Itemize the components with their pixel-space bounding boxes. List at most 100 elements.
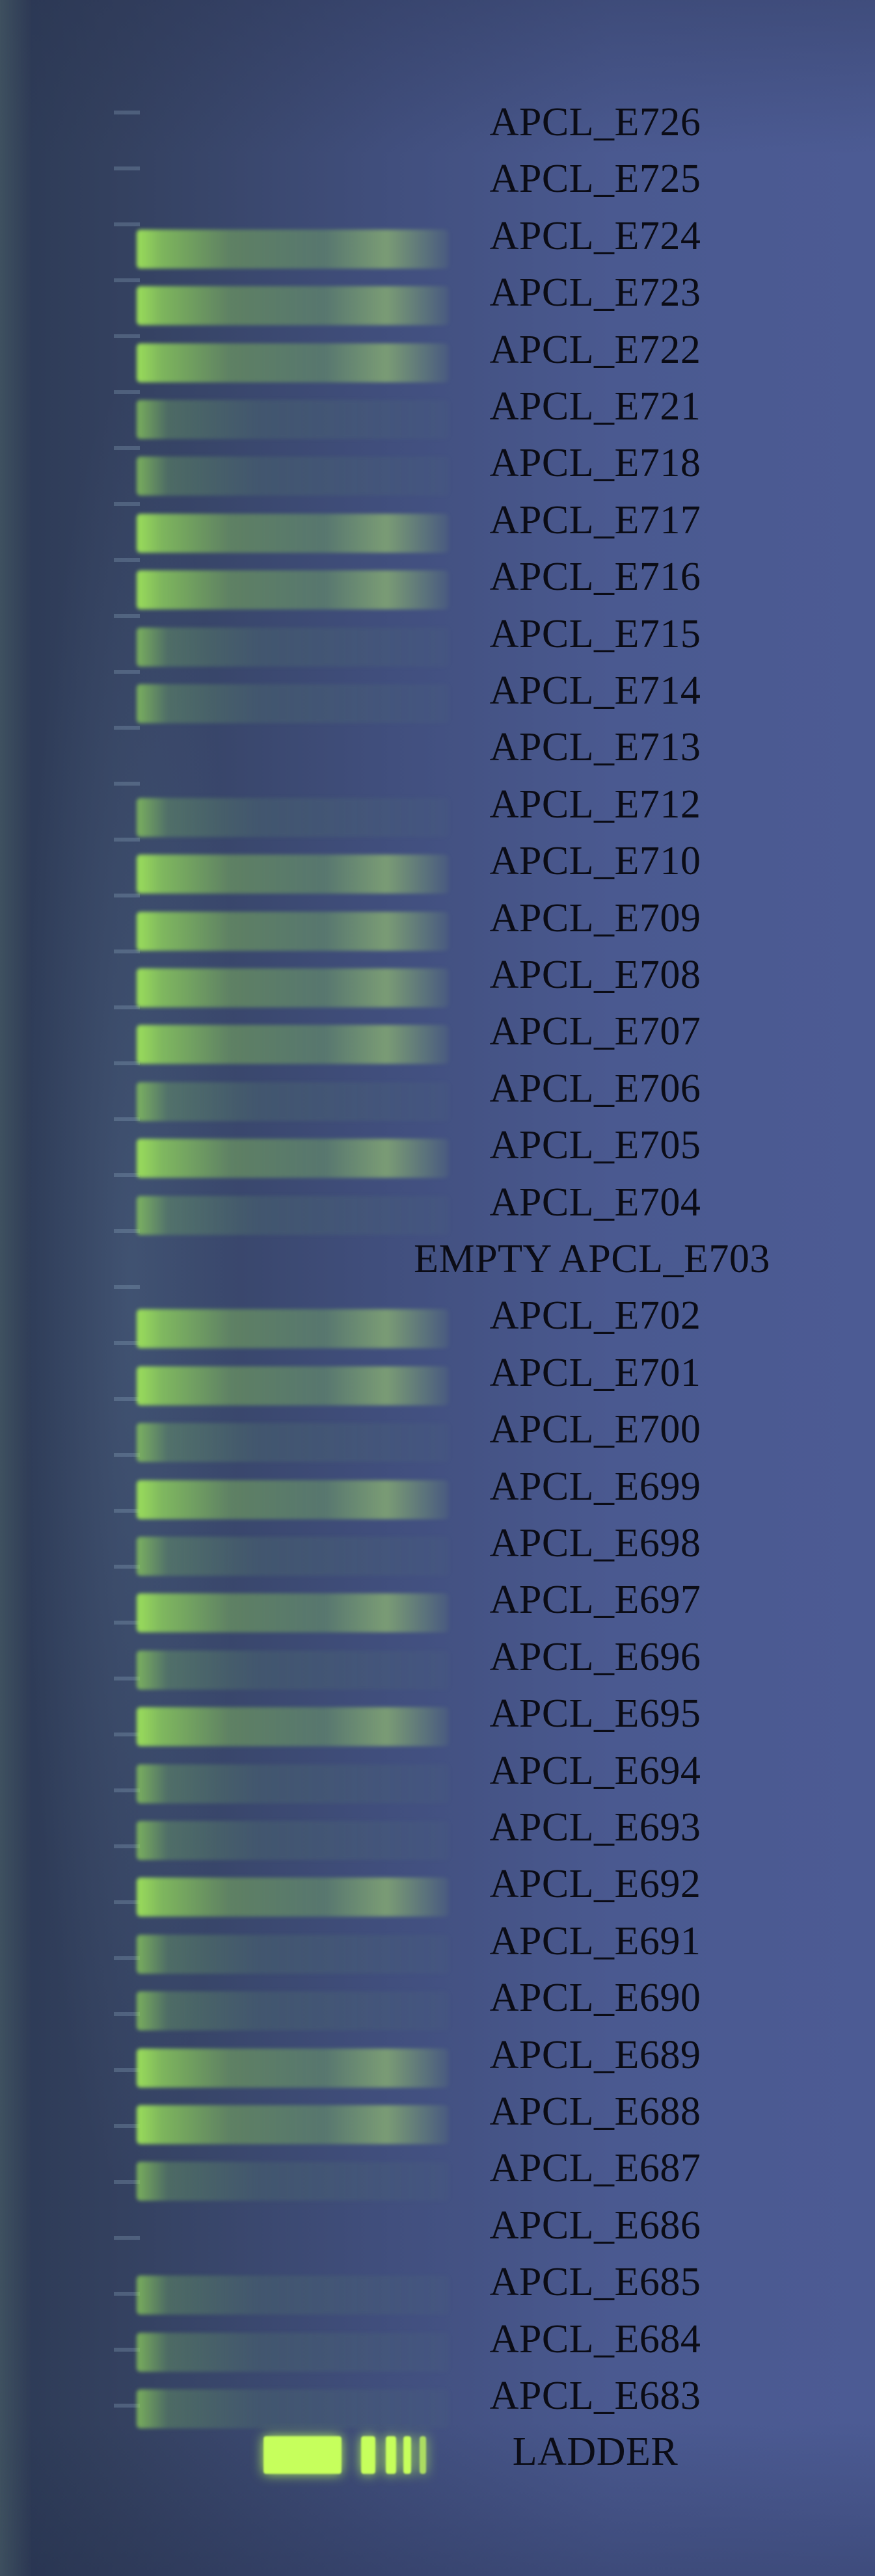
- band-smear: [137, 1878, 449, 1917]
- gel-lane-band: [137, 627, 449, 667]
- lane-label: APCL_E724: [489, 213, 701, 258]
- lane-label: APCL_E696: [489, 1634, 701, 1679]
- lane-label: APCL_E707: [489, 1009, 701, 1054]
- gel-lane-band: [137, 1139, 449, 1178]
- ladder-band: [420, 2436, 426, 2474]
- band-smear: [137, 1764, 449, 1803]
- gel-lane-band: [137, 229, 449, 269]
- band-smear: [137, 911, 449, 951]
- band-smear: [137, 2162, 449, 2201]
- lane-label: APCL_E722: [489, 327, 701, 372]
- gel-lane-band: [137, 1707, 449, 1747]
- lane-label: APCL_E702: [489, 1294, 701, 1338]
- band-smear: [137, 1309, 449, 1349]
- band-smear: [137, 2332, 449, 2372]
- well-column: [114, 111, 140, 2439]
- lane-label: APCL_E708: [489, 953, 701, 997]
- gel-lane-band: [137, 457, 449, 496]
- band-smear: [137, 2389, 449, 2428]
- lane-label: APCL_E699: [489, 1464, 701, 1509]
- gel-lane-band: [137, 570, 449, 610]
- lane-label: APCL_E712: [489, 782, 701, 827]
- band-smear: [137, 1593, 449, 1633]
- gel-lane-band: [137, 911, 449, 951]
- lane-label: APCL_E717: [489, 498, 701, 542]
- band-smear: [137, 2048, 449, 2088]
- lane-label: APCL_E692: [489, 1862, 701, 1907]
- ladder-band: [403, 2436, 411, 2474]
- gel-lane-band: [137, 1537, 449, 1576]
- band-smear: [137, 1082, 449, 1121]
- band-smear: [137, 1821, 449, 1860]
- gel-lane-band: [137, 1082, 449, 1121]
- lane-label: APCL_E706: [489, 1066, 701, 1111]
- band-smear: [137, 968, 449, 1007]
- band-smear: [137, 1650, 449, 1690]
- gel-lane-band: [137, 400, 449, 439]
- gel-lane-band: [137, 684, 449, 723]
- lane-label: APCL_E714: [489, 669, 701, 713]
- band-smear: [137, 1423, 449, 1463]
- lane-label: APCL_E718: [489, 441, 701, 486]
- lane-label: APCL_E709: [489, 896, 701, 940]
- band-smear: [137, 1195, 449, 1235]
- gel-lane-band: [137, 1480, 449, 1519]
- gel-lane-band: [137, 1764, 449, 1803]
- gel-lane-band: [137, 1423, 449, 1463]
- gel-lane-band: [137, 1878, 449, 1917]
- band-smear: [137, 513, 449, 553]
- lane-label: APCL_E694: [489, 1748, 701, 1793]
- gel-lane-band: [137, 1025, 449, 1065]
- band-smear: [137, 684, 449, 723]
- gel-lane-band: [137, 1650, 449, 1690]
- lane-label: APCL_E723: [489, 271, 701, 315]
- gel-lane-band: [137, 1195, 449, 1235]
- lane-label: APCL_E683: [489, 2374, 701, 2418]
- band-smear: [137, 2105, 449, 2144]
- band-smear: [137, 1025, 449, 1065]
- lane-label: APCL_E695: [489, 1692, 701, 1736]
- lane-label: APCL_E713: [489, 725, 701, 770]
- gel-lane-band: [137, 1991, 449, 2031]
- band-smear: [137, 1934, 449, 1974]
- gel-lane-band: [137, 1366, 449, 1405]
- lane-label: APCL_E688: [489, 2090, 701, 2134]
- gel-lane-band: [137, 855, 449, 894]
- lane-label: APCL_E701: [489, 1350, 701, 1395]
- gel-lane-band: [137, 2276, 449, 2315]
- lane-label: APCL_E684: [489, 2317, 701, 2361]
- band-smear: [137, 400, 449, 439]
- lane-label: APCL_E689: [489, 2032, 701, 2077]
- lane-label: APCL_E697: [489, 1578, 701, 1623]
- band-smear: [137, 1480, 449, 1519]
- band-smear: [137, 1991, 449, 2031]
- lane-label: APCL_E726: [489, 100, 701, 144]
- gel-lane-band: [137, 1309, 449, 1349]
- gel-lane-band: [137, 1821, 449, 1860]
- gel-lane-band: [137, 286, 449, 326]
- lane-label: APCL_E698: [489, 1521, 701, 1565]
- gel-lane-band: [137, 968, 449, 1007]
- ladder-band: [263, 2436, 342, 2474]
- lane-label: EMPTY APCL_E703: [414, 1237, 770, 1281]
- lane-label: APCL_E685: [489, 2260, 701, 2305]
- gel-lane-band: [137, 1593, 449, 1633]
- band-smear: [137, 2276, 449, 2315]
- gel-lane-band: [137, 513, 449, 553]
- gel-left-edge: [0, 0, 31, 2576]
- band-smear: [137, 343, 449, 382]
- lane-label: APCL_E704: [489, 1180, 701, 1225]
- ladder-bands: [263, 2432, 439, 2478]
- gel-lane-band: [137, 2048, 449, 2088]
- band-smear: [137, 570, 449, 610]
- ladder-band: [386, 2436, 396, 2474]
- band-smear: [137, 286, 449, 326]
- lane-label: APCL_E691: [489, 1919, 701, 1963]
- band-smear: [137, 1537, 449, 1576]
- gel-lane-band: [137, 343, 449, 382]
- gel-lane-band: [137, 2332, 449, 2372]
- ladder-band: [361, 2436, 375, 2474]
- band-smear: [137, 627, 449, 667]
- ladder-label: LADDER: [512, 2430, 679, 2474]
- lane-label: APCL_E700: [489, 1407, 701, 1452]
